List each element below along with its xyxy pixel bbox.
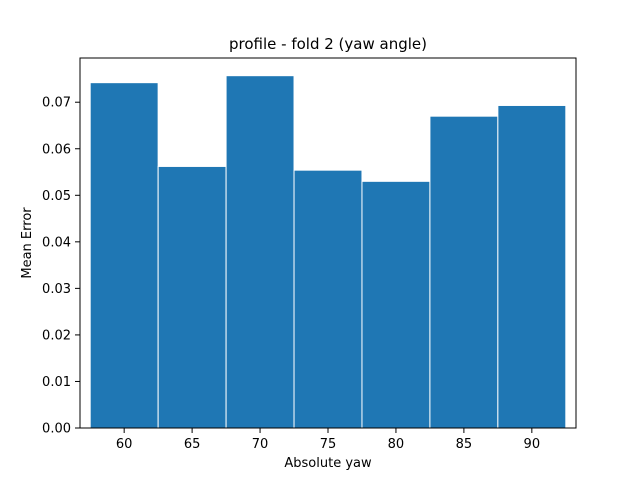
bar-80: [361, 180, 431, 429]
x-tick-label: 60: [116, 437, 133, 452]
y-tick-label: 0.01: [42, 375, 71, 390]
y-tick-label: 0.04: [42, 235, 71, 250]
y-tick-label: 0.02: [42, 328, 71, 343]
bar-75: [293, 169, 363, 429]
bar-70: [225, 75, 295, 429]
y-axis-ticks: 0.00 0.01 0.02 0.03 0.04 0.05 0.06 0.07: [42, 96, 80, 437]
chart-title: profile - fold 2 (yaw angle): [229, 35, 427, 53]
x-tick-label: 90: [524, 437, 541, 452]
y-tick-label: 0.06: [42, 142, 71, 157]
x-axis-ticks: 60 65 70 75 80 85 90: [116, 428, 540, 452]
x-tick-label: 80: [388, 437, 405, 452]
y-tick-label: 0.05: [42, 189, 71, 204]
y-axis-label: Mean Error: [20, 207, 35, 279]
bar-60: [89, 82, 159, 429]
bar-90: [497, 104, 567, 429]
y-tick-label: 0.00: [42, 422, 71, 437]
bars-group: [89, 75, 567, 429]
bar-65: [157, 165, 227, 429]
x-tick-label: 65: [184, 437, 201, 452]
x-tick-label: 70: [252, 437, 269, 452]
y-tick-label: 0.03: [42, 282, 71, 297]
x-tick-label: 85: [456, 437, 473, 452]
y-tick-label: 0.07: [42, 96, 71, 111]
x-tick-label: 75: [320, 437, 337, 452]
bar-85: [429, 115, 499, 429]
x-axis-label: Absolute yaw: [284, 456, 372, 471]
plot-frame: [79, 57, 577, 429]
